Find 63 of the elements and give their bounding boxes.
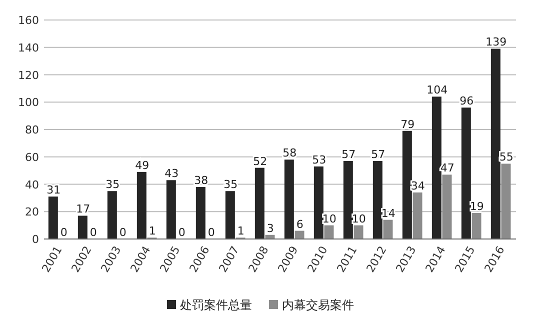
bar <box>490 48 500 239</box>
legend-label: 处罚案件总量 <box>180 298 252 312</box>
data-label: 43 <box>164 167 179 180</box>
y-tick-label: 160 <box>18 14 39 27</box>
data-label: 1 <box>148 224 156 238</box>
data-label: 10 <box>352 212 366 226</box>
bar <box>501 164 511 239</box>
data-label: 1 <box>237 224 244 238</box>
bar <box>472 212 482 239</box>
bar <box>314 166 324 239</box>
bar <box>78 216 88 239</box>
y-tick-label: 100 <box>18 96 39 110</box>
data-label: 57 <box>342 148 356 161</box>
data-label: 35 <box>106 178 120 192</box>
data-label: 96 <box>460 94 474 108</box>
bar <box>412 192 422 239</box>
data-label: 17 <box>76 202 90 216</box>
data-label: 58 <box>282 146 297 160</box>
bar <box>48 196 58 239</box>
y-tick-label: 40 <box>25 178 39 192</box>
bar <box>442 174 452 239</box>
y-tick-label: 120 <box>18 68 39 82</box>
data-label: 10 <box>322 212 336 226</box>
bar <box>432 96 442 239</box>
bar <box>107 191 117 239</box>
data-label: 57 <box>371 148 386 161</box>
bar <box>136 172 146 239</box>
data-label: 31 <box>46 184 61 197</box>
data-label: 79 <box>400 118 415 131</box>
y-tick-label: 140 <box>18 41 39 54</box>
data-label: 104 <box>426 84 448 97</box>
bar <box>254 168 264 239</box>
bar <box>166 180 176 239</box>
bar <box>383 220 393 239</box>
data-label: 53 <box>312 153 326 166</box>
legend-label: 内幕交易案件 <box>282 298 354 312</box>
data-label: 0 <box>60 226 68 239</box>
data-label: 52 <box>253 154 268 168</box>
data-label: 0 <box>119 226 126 239</box>
bar <box>225 191 235 239</box>
bar <box>402 130 412 239</box>
y-tick-label: 0 <box>32 233 39 246</box>
data-label: 14 <box>381 206 396 220</box>
bar <box>284 160 294 239</box>
data-label: 3 <box>266 222 274 235</box>
bar <box>196 186 206 239</box>
y-tick-label: 20 <box>25 206 39 219</box>
data-label: 49 <box>135 158 150 172</box>
bar <box>372 160 382 239</box>
data-label: 0 <box>208 226 215 239</box>
data-label: 38 <box>194 174 208 187</box>
data-label: 6 <box>296 218 304 231</box>
data-label: 139 <box>486 36 507 49</box>
data-label: 0 <box>90 226 97 239</box>
data-label: 0 <box>178 226 186 239</box>
bar <box>343 160 353 239</box>
bar <box>461 108 471 239</box>
bar <box>324 225 334 239</box>
y-tick-label: 60 <box>25 150 39 164</box>
y-tick-label: 80 <box>25 124 39 136</box>
bar <box>354 225 364 239</box>
data-label: 35 <box>224 178 238 192</box>
data-label: 19 <box>470 200 484 213</box>
